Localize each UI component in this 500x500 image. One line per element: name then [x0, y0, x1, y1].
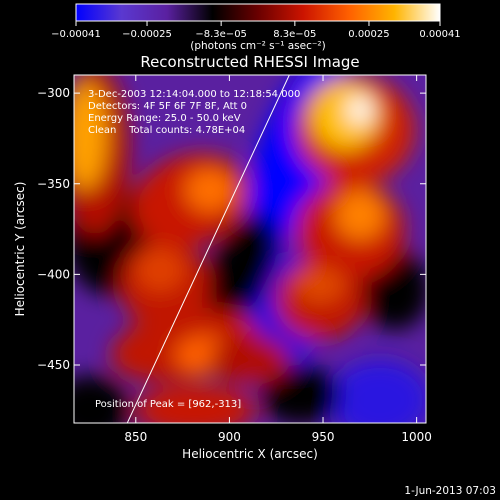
- plot-area: [74, 75, 426, 423]
- image-blob: [330, 360, 426, 423]
- annotation-peak: Position of Peak = [962,-313]: [95, 399, 241, 410]
- colorbar-unit-label: (photons cm⁻² s⁻¹ asec⁻²): [190, 40, 325, 52]
- image-blob: [348, 96, 372, 124]
- image-blob: [295, 267, 345, 303]
- colorbar-tick-label: 0.00025: [348, 29, 389, 40]
- plot-frame: [73, 74, 427, 424]
- axis-ticks: 850 900 950 1000 −300 −350 −400 −450: [37, 75, 432, 444]
- chart-title: Reconstructed RHESSI Image: [140, 53, 359, 71]
- x-tick-label: 950: [312, 430, 335, 444]
- image-blob: [260, 365, 340, 423]
- annotation-energy: Energy Range: 25.0 - 50.0 keV: [88, 113, 241, 124]
- image-blobs: [74, 75, 426, 423]
- y-tick-label: −450: [37, 358, 70, 372]
- colorbar-tick-label: −0.00025: [122, 29, 172, 40]
- colorbar-tick-label: 8.3e−05: [273, 29, 316, 40]
- x-axis-label: Heliocentric X (arcsec): [182, 447, 318, 461]
- image-blob: [74, 375, 130, 423]
- image-blob: [135, 385, 255, 423]
- image-blob: [74, 80, 107, 190]
- image-blob: [210, 335, 290, 385]
- annotation-detectors: Detectors: 4F 5F 6F 7F 8F, Att 0: [88, 101, 247, 112]
- image-blob: [185, 168, 235, 212]
- solar-limb-line: [126, 75, 290, 423]
- annotation-block: 3-Dec-2003 12:14:04.000 to 12:18:54.000 …: [88, 89, 300, 410]
- y-axis-label: Heliocentric Y (arcsec): [13, 182, 27, 317]
- image-blob: [202, 214, 278, 326]
- y-tick-label: −300: [37, 86, 70, 100]
- colorbar-tick-label: −8.3e−05: [195, 29, 247, 40]
- colorbar-tick-label: 0.00041: [419, 29, 460, 40]
- colorbar-ticks: −0.00041 −0.00025 −8.3e−05 8.3e−05 0.00025 0.…: [51, 21, 461, 40]
- x-tick-label: 900: [218, 430, 241, 444]
- colorbar-tick-label: −0.00041: [51, 29, 101, 40]
- annotation-time: 3-Dec-2003 12:14:04.000 to 12:18:54.000: [88, 89, 300, 100]
- colorbar: [75, 3, 441, 22]
- y-tick-label: −350: [37, 177, 70, 191]
- image-blob: [335, 190, 385, 240]
- annotation-counts: Clean Total counts: 4.78E+04: [88, 125, 245, 136]
- x-tick-label: 1000: [401, 430, 432, 444]
- x-tick-label: 850: [124, 430, 147, 444]
- image-blob: [135, 248, 185, 292]
- footer-timestamp: 1-Jun-2013 07:03: [404, 485, 496, 497]
- y-tick-label: −400: [37, 267, 70, 281]
